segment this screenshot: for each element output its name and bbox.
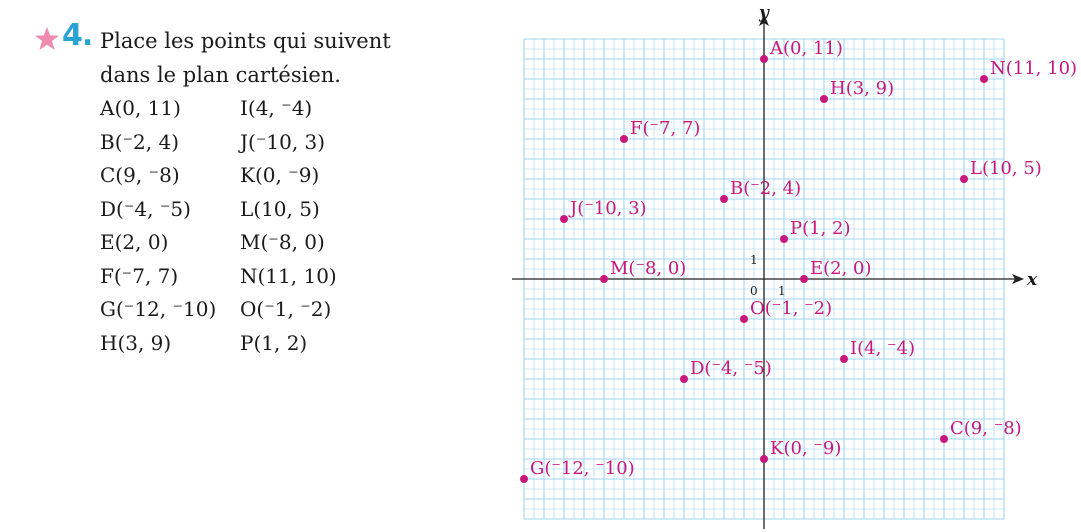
point-list-item: O(⁻1, ⁻2) <box>240 297 332 321</box>
point-h <box>820 95 828 103</box>
point-list-left-column: A(0, 11) B(⁻2, 4) C(9, ⁻8) D(⁻4, ⁻5) E(2… <box>100 92 260 360</box>
point-label-d: D(⁻4, ⁻5) <box>690 358 772 379</box>
point-list-item: K(0, ⁻9) <box>240 163 320 187</box>
point-list-item: D(⁻4, ⁻5) <box>100 196 191 221</box>
point-label-o: O(⁻1, ⁻2) <box>750 298 832 319</box>
y-axis-label: y <box>758 3 770 23</box>
point-label-n: N(11, 10) <box>990 58 1077 79</box>
point-label-a: A(0, 11) <box>769 38 843 59</box>
star-icon <box>35 27 59 50</box>
point-list-item: I(4, ⁻4) <box>240 96 313 120</box>
point-j <box>560 215 568 223</box>
point-n <box>980 75 988 83</box>
point-list-item: M(⁻8, 0) <box>240 230 325 254</box>
point-list-item: H(3, 9) <box>100 330 172 355</box>
point-list-item: C(9, ⁻8) <box>100 163 180 187</box>
point-p <box>780 235 788 243</box>
exercise-instruction: Place les points qui suivent dans le pla… <box>100 24 440 92</box>
point-list-item: P(1, 2) <box>240 330 308 355</box>
point-label-g: G(⁻12, ⁻10) <box>530 458 635 479</box>
exercise-number: 4. <box>62 18 93 53</box>
point-d <box>680 375 688 383</box>
point-label-i: I(4, ⁻4) <box>850 338 915 359</box>
point-label-f: F(⁻7, 7) <box>630 118 700 139</box>
point-l <box>960 175 968 183</box>
point-f <box>620 135 628 143</box>
point-list-item: F(⁻7, 7) <box>100 263 179 288</box>
points: A(0, 11) B(⁻2, 4) C(9, ⁻8) D(⁻4, ⁻5) E(2, 0)… <box>520 38 1077 483</box>
point-list-item: J(⁻10, 3) <box>240 129 326 154</box>
x-axis-label: x <box>1026 270 1038 290</box>
origin-label: 0 <box>750 284 758 298</box>
point-a <box>760 55 768 63</box>
point-b <box>720 195 728 203</box>
point-o <box>740 315 748 323</box>
point-label-c: C(9, ⁻8) <box>950 418 1022 439</box>
point-list-right-column: I(4, ⁻4) J(⁻10, 3) K(0, ⁻9) L(10, 5) M(⁻… <box>240 92 400 360</box>
y-tick-label: 1 <box>750 253 758 267</box>
point-label-k: K(0, ⁻9) <box>770 438 841 459</box>
point-list-item: A(0, 11) <box>100 96 181 120</box>
point-label-e: E(2, 0) <box>810 258 872 279</box>
point-list-item: N(11, 10) <box>240 263 337 288</box>
point-label-h: H(3, 9) <box>830 78 894 99</box>
point-list-item: B(⁻2, 4) <box>100 129 180 154</box>
point-label-j: J(⁻10, 3) <box>568 198 647 219</box>
instruction-line-1: Place les points qui suivent <box>100 29 391 53</box>
point-label-m: M(⁻8, 0) <box>610 258 686 279</box>
point-list-item: G(⁻12, ⁻10) <box>100 297 217 321</box>
x-axis-arrow-icon <box>1012 274 1024 284</box>
instruction-line-2: dans le plan cartésien. <box>100 63 341 87</box>
point-label-b: B(⁻2, 4) <box>730 178 801 199</box>
y-axis-arrow-icon <box>759 14 769 26</box>
point-list-item: L(10, 5) <box>240 196 320 221</box>
point-label-l: L(10, 5) <box>970 158 1042 179</box>
point-g <box>520 475 528 483</box>
point-m <box>600 275 608 283</box>
point-label-p: P(1, 2) <box>790 218 851 239</box>
point-e <box>800 275 808 283</box>
point-k <box>760 455 768 463</box>
x-tick-label: 1 <box>778 284 786 298</box>
point-i <box>840 355 848 363</box>
point-c <box>940 435 948 443</box>
axes: x y 0 1 1 <box>512 3 1038 529</box>
point-list-item: E(2, 0) <box>100 230 169 254</box>
